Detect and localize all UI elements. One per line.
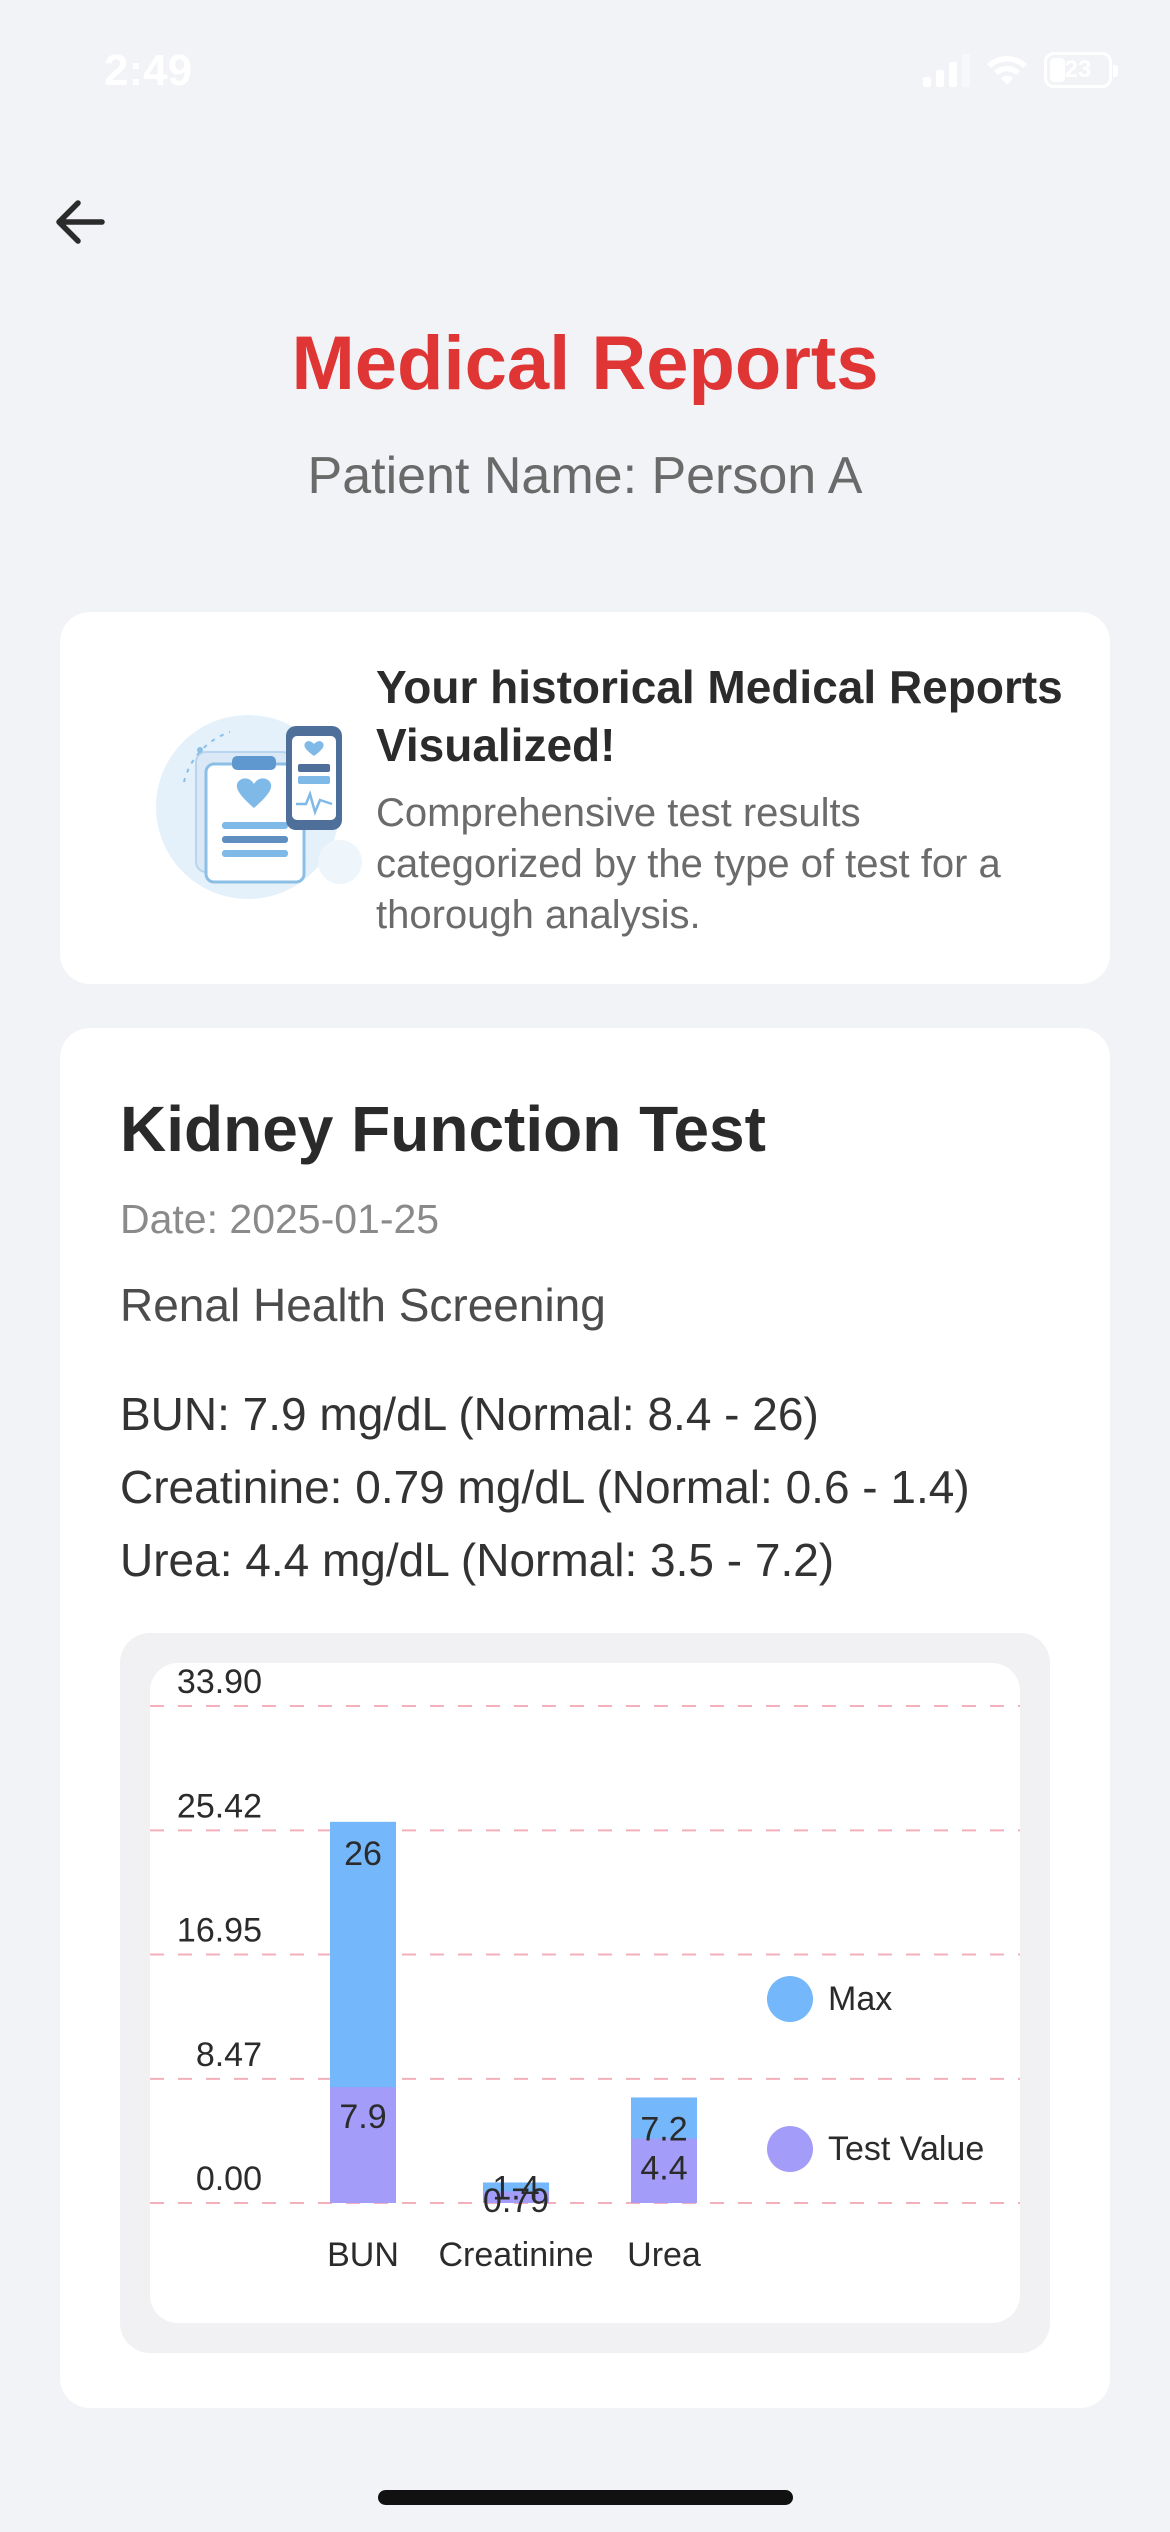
status-bar: 2:49 23 xyxy=(0,0,1170,150)
data-label-max: 26 xyxy=(344,1835,382,1873)
y-tick-label: 8.47 xyxy=(196,2036,262,2074)
bar-test-value xyxy=(631,2138,697,2203)
results-list: BUN: 7.9 mg/dL (Normal: 8.4 - 26) Creati… xyxy=(120,1378,970,1597)
x-tick-label: BUN xyxy=(327,2236,399,2274)
wifi-icon xyxy=(987,56,1027,85)
data-label-max: 1.4 xyxy=(492,2169,539,2207)
status-icons: 23 xyxy=(923,52,1118,88)
data-label-test-value: 7.9 xyxy=(339,2098,386,2136)
x-tick-label: Creatinine xyxy=(439,2236,594,2274)
x-tick-label: Urea xyxy=(627,2236,701,2274)
report-description: Renal Health Screening xyxy=(120,1279,606,1331)
report-card: Kidney Function Test Date: 2025-01-25 Re… xyxy=(60,1028,1110,2408)
data-label-test-value: 0.79 xyxy=(483,2182,549,2220)
kidney-function-chart: 0.00 8.47 16.95 25.42 33.90 26 7.9 BUN 1.40.79 Cr… xyxy=(150,1663,1020,2274)
battery-level: 23 xyxy=(1064,56,1092,83)
data-label-max: 7.2 xyxy=(640,2110,687,2148)
status-time: 2:49 xyxy=(104,46,193,95)
result-creatinine: Creatinine: 0.79 mg/dL (Normal: 0.6 - 1.… xyxy=(120,1461,970,1513)
chart-container: 0.00 8.47 16.95 25.42 33.90 26 7.9 BUN 1.4 0.79 Cr… xyxy=(120,1633,1050,2353)
legend-label: Test Value xyxy=(828,2130,984,2168)
report-title: Kidney Function Test xyxy=(120,1093,766,1165)
bar-test-value xyxy=(330,2087,396,2203)
chart-panel: 0.00 8.47 16.95 25.42 33.90 26 7.9 BUN 1.4 0.79 Cr… xyxy=(150,1663,1020,2323)
legend-label: Max xyxy=(828,1980,892,2018)
medical-report-illustration xyxy=(156,715,362,899)
y-tick-label: 33.90 xyxy=(177,1663,262,1701)
page-title: Medical Reports xyxy=(291,321,879,406)
legend-swatch xyxy=(767,1976,813,2022)
back-button[interactable] xyxy=(44,186,116,258)
bar-test-value xyxy=(483,2191,549,2203)
battery-icon: 23 xyxy=(1044,52,1118,88)
intro-heading: Your historical Medical Reports Visualiz… xyxy=(376,661,1063,771)
cellular-signal-icon xyxy=(923,53,970,87)
report-date: Date: 2025-01-25 xyxy=(120,1196,440,1242)
arrow-left-icon xyxy=(56,200,105,244)
result-bun: BUN: 7.9 mg/dL (Normal: 8.4 - 26) xyxy=(120,1388,819,1440)
home-indicator[interactable] xyxy=(378,2490,793,2505)
y-tick-label: 16.95 xyxy=(177,1911,262,1949)
intro-description: Comprehensive test results categorized b… xyxy=(376,791,1001,937)
data-label-test-value: 4.4 xyxy=(640,2149,687,2187)
y-tick-label: 0.00 xyxy=(196,2160,262,2198)
legend-swatch xyxy=(767,2126,813,2172)
y-tick-label: 25.42 xyxy=(177,1787,262,1825)
patient-name: Patient Name: Person A xyxy=(307,447,863,505)
result-urea: Urea: 4.4 mg/dL (Normal: 3.5 - 7.2) xyxy=(120,1534,835,1586)
intro-card: Your historical Medical Reports Visualiz… xyxy=(60,612,1110,984)
